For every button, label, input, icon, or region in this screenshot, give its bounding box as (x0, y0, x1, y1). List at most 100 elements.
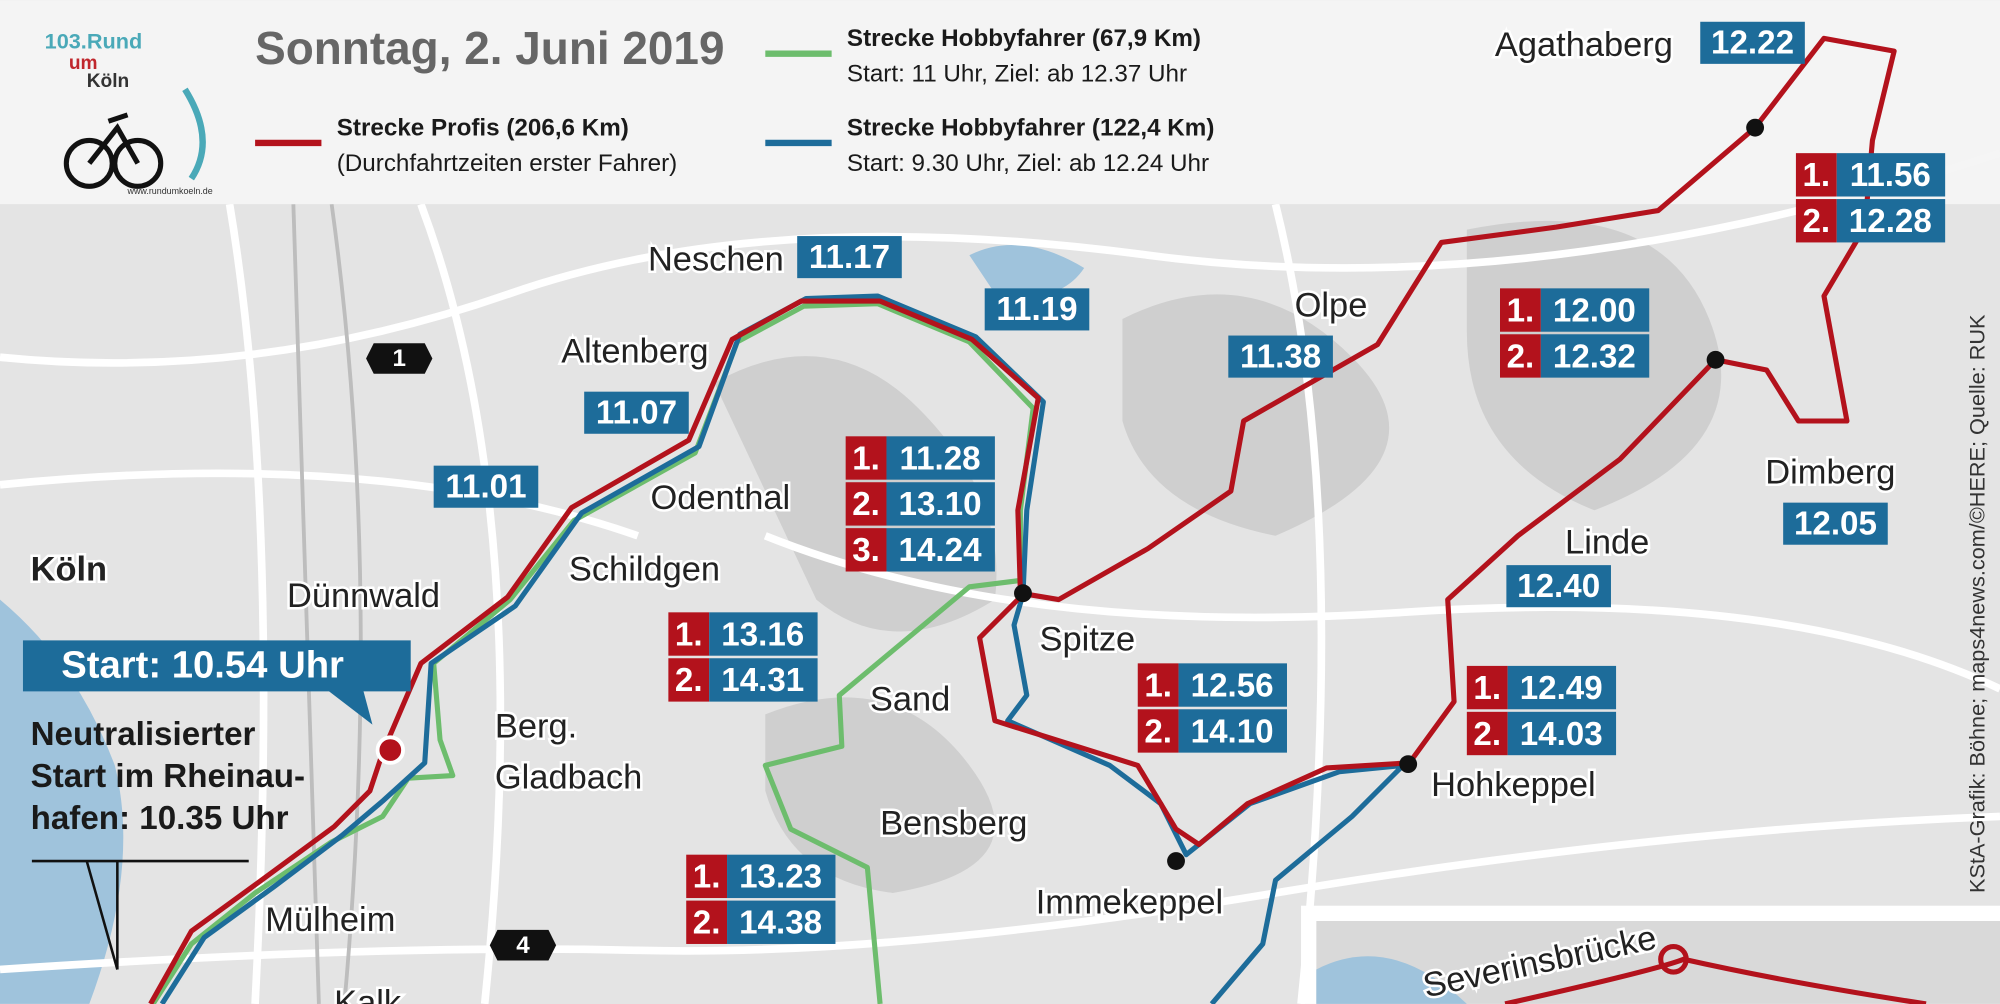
time-box-bg (1178, 663, 1287, 707)
time-label: 14.38 (739, 905, 822, 942)
lap-time-box: 2. 12.32 (1500, 334, 1650, 378)
lap-label: 1. (1507, 292, 1535, 329)
time-box-bg (886, 436, 995, 480)
route-hobby-short (150, 301, 1036, 1004)
lap-time-box: 1. 11.28 (845, 436, 995, 480)
logo-arc (182, 87, 206, 181)
lap-time-box: 1. 13.23 (686, 854, 836, 899)
time-label: 14.31 (721, 662, 804, 699)
lap-box-bg (1466, 665, 1508, 710)
legend-subtitle: (Durchfahrtzeiten erster Fahrer) (337, 150, 678, 177)
legend-title: Strecke Hobbyfahrer (122,4 Km) (847, 114, 1214, 141)
time-label: 14.03 (1520, 716, 1603, 753)
scale-marker (31, 859, 249, 970)
road-number: 4 (516, 932, 530, 959)
lap-time-box: 1. 12.49 (1466, 665, 1617, 710)
logo-url: www.rundumkoeln.de (127, 186, 213, 196)
place-label: Sand (870, 681, 950, 719)
place-label: Schildgen (569, 550, 720, 588)
legend-subtitle: Start: 11 Uhr, Ziel: ab 12.37 Uhr (847, 61, 1187, 88)
time-box: 11.38 (1228, 335, 1333, 378)
place-label: Dimberg (1765, 454, 1895, 492)
time-label: 12.32 (1553, 338, 1636, 375)
lap-time-box: 1. 11.56 (1795, 153, 1946, 197)
time-box-bg (886, 528, 995, 572)
logo-wheel (112, 137, 164, 189)
lap-box-bg (686, 854, 728, 899)
time-box-bg (709, 612, 818, 656)
lap-time-box: 3. 14.24 (845, 528, 995, 572)
inset-loop (1658, 943, 1689, 975)
lap-box-bg (686, 900, 728, 944)
time-label: 11.56 (1850, 157, 1931, 194)
logo-rider (87, 112, 140, 165)
lap-box-bg (1137, 663, 1179, 707)
time-box-bg (797, 236, 902, 279)
time-label: 12.49 (1520, 670, 1603, 707)
road-sign (366, 343, 433, 374)
rail-lines (291, 203, 363, 1004)
time-label: 12.40 (1517, 568, 1600, 605)
legend-subtitle: Start: 9.30 Uhr, Ziel: ab 12.24 Uhr (847, 150, 1209, 177)
time-box-bg (1507, 711, 1617, 756)
date-title: Sonntag, 2. Juni 2019 (255, 22, 724, 74)
time-box: 11.19 (984, 288, 1090, 331)
lap-time-box: 2. 14.38 (686, 900, 836, 944)
time-box-bg (1836, 199, 1946, 243)
time-label: 11.38 (1240, 338, 1321, 375)
lap-time-box: 2. 14.03 (1466, 711, 1617, 756)
lap-label: 2. (675, 662, 703, 699)
lap-label: 3. (852, 532, 880, 569)
time-label: 11.17 (809, 239, 890, 276)
time-label: 11.07 (596, 394, 677, 431)
lake (969, 244, 1085, 297)
time-box: 11.01 (433, 465, 539, 508)
lap-box-bg (845, 528, 887, 572)
time-box-bg (709, 658, 818, 702)
lap-time-box: 1. 12.00 (1500, 288, 1650, 332)
time-box: 12.22 (1700, 21, 1805, 64)
place-label: Neschen (648, 240, 784, 278)
place-label: Odenthal (651, 479, 791, 517)
lap-time-box: 2. 12.28 (1795, 199, 1946, 243)
place-label: Mülheim (265, 901, 395, 939)
time-box-bg (1540, 334, 1650, 378)
place-label: Kalk (334, 984, 402, 1004)
road-sign (489, 929, 557, 961)
credit: KStA-Grafik: Böhne; maps4news.com/©HERE;… (1965, 314, 1990, 893)
place-label: Immekeppel (1036, 883, 1224, 921)
time-label: 13.23 (739, 859, 822, 896)
start-point (375, 735, 405, 765)
lap-label: 2. (693, 905, 721, 942)
lap-label: 1. (1473, 670, 1501, 707)
place-labels: Dünnwald Berg. Gladbach Mülheim Kalk Neschen A… (263, 24, 1898, 1004)
place-label: Agathaberg (1495, 26, 1673, 64)
time-box-bg (1178, 709, 1287, 753)
time-label: 12.05 (1794, 505, 1877, 542)
time-label: 11.01 (445, 468, 526, 505)
time-label: 14.10 (1191, 713, 1274, 750)
route-hobby-long (159, 293, 1406, 1004)
place-label: Berg. (495, 707, 577, 745)
time-box-bg (1506, 565, 1611, 608)
place-label: Olpe (1295, 286, 1368, 324)
start-note-line: Neutralisierter (31, 716, 256, 753)
time-box-bg (1228, 335, 1333, 378)
time-box-bg (1836, 153, 1946, 197)
time-label: 11.19 (996, 291, 1077, 328)
junction-dots (1014, 118, 1765, 870)
lap-time-box: 2. 14.31 (668, 658, 818, 702)
lap-time-box: 2. 14.10 (1137, 709, 1287, 753)
lap-box-bg (845, 436, 887, 480)
inset-river (1316, 956, 1467, 1004)
city-label: Köln (31, 550, 107, 588)
logo-line: um (69, 53, 98, 74)
time-label: 12.56 (1191, 667, 1274, 704)
start-label: Start: 10.54 Uhr (61, 643, 344, 686)
lap-box-bg (668, 612, 710, 656)
lap-label: 2. (1507, 338, 1535, 375)
lap-box-bg (1500, 288, 1541, 332)
logo-line: Köln (87, 71, 130, 92)
